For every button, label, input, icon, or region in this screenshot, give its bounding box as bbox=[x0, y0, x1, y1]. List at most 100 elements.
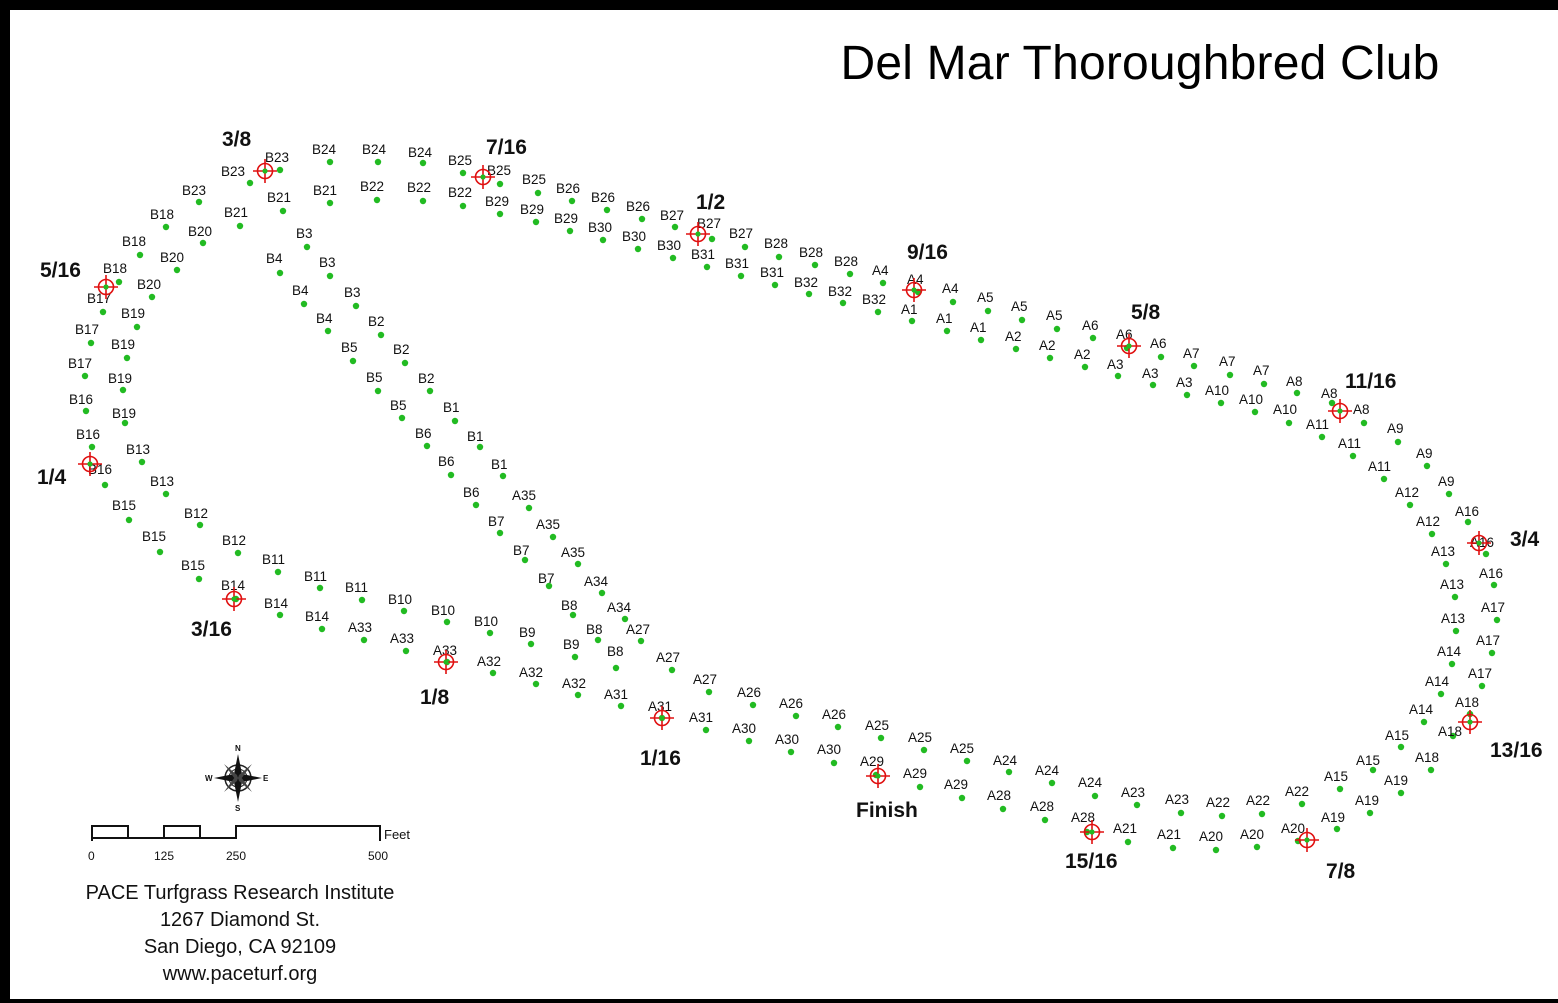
sample-point-dot bbox=[374, 158, 382, 166]
sample-point: A32 bbox=[477, 654, 501, 677]
sample-point-dot bbox=[830, 759, 838, 767]
sample-point: B22 bbox=[360, 179, 384, 204]
sample-point-label: A6 bbox=[1082, 318, 1099, 333]
sample-point: B8 bbox=[561, 598, 578, 619]
sample-point: B24 bbox=[362, 142, 387, 166]
sample-point-dot bbox=[958, 794, 966, 802]
sample-point: B11 bbox=[304, 569, 327, 592]
sample-point-label: A14 bbox=[1409, 702, 1434, 717]
sample-point-dot bbox=[532, 680, 540, 688]
sample-point-dot bbox=[916, 783, 924, 791]
sample-point-label: A22 bbox=[1285, 784, 1309, 799]
sample-point: A2 bbox=[1074, 347, 1091, 371]
sample-point: B5 bbox=[341, 340, 358, 365]
sample-point: B19 bbox=[112, 406, 136, 427]
sample-point-dot bbox=[279, 207, 287, 215]
sample-point: A19 bbox=[1321, 810, 1345, 833]
sample-point-label: B5 bbox=[390, 398, 407, 413]
sample-point-dot bbox=[1190, 362, 1198, 370]
sample-point-dot bbox=[352, 302, 360, 310]
sample-point-label: A8 bbox=[1286, 374, 1303, 389]
sample-point-dot bbox=[708, 235, 716, 243]
credit-web[interactable]: www.paceturf.org bbox=[162, 963, 318, 985]
sample-point-label: A6 bbox=[1150, 336, 1167, 351]
sample-point: A29 bbox=[903, 766, 927, 791]
sample-point: A26 bbox=[737, 685, 761, 709]
sample-point: A26 bbox=[779, 696, 803, 720]
sample-point-label: A20 bbox=[1281, 821, 1305, 836]
sample-point-label: A17 bbox=[1481, 600, 1505, 615]
sample-point-dot bbox=[236, 222, 244, 230]
furlong-marker: 5/8 bbox=[1117, 301, 1161, 358]
sample-point-dot bbox=[879, 279, 887, 287]
sample-point: A10 bbox=[1239, 392, 1263, 416]
sample-point-dot bbox=[1018, 316, 1026, 324]
furlong-marker: 3/8 bbox=[222, 128, 277, 183]
sample-point-dot bbox=[426, 387, 434, 395]
sample-point-dot bbox=[1012, 345, 1020, 353]
sample-point-dot bbox=[1349, 452, 1357, 460]
sample-point-label: A26 bbox=[822, 707, 846, 722]
sample-point-dot bbox=[874, 308, 882, 316]
sample-point-label: A13 bbox=[1440, 577, 1464, 592]
sample-point-dot bbox=[1449, 732, 1457, 740]
furlong-marker: 11/16 bbox=[1328, 370, 1396, 423]
sample-point-dot bbox=[1091, 792, 1099, 800]
sample-point-label: A24 bbox=[993, 753, 1018, 768]
sample-point-label: B27 bbox=[697, 216, 721, 231]
credit-block: PACE Turfgrass Research Institute 1267 D… bbox=[40, 880, 440, 988]
sample-point-dot bbox=[398, 414, 406, 422]
sample-point-label: A9 bbox=[1416, 446, 1433, 461]
sample-point: B15 bbox=[142, 529, 166, 556]
sample-point-dot bbox=[963, 757, 971, 765]
sample-point-label: B22 bbox=[360, 179, 384, 194]
sample-point-label: A15 bbox=[1324, 769, 1348, 784]
sample-point: B10 bbox=[431, 603, 455, 626]
sample-point: A31 bbox=[604, 687, 628, 710]
sample-point-label: A3 bbox=[1107, 357, 1124, 372]
sample-point: A5 bbox=[1046, 308, 1063, 333]
sample-point: B32 bbox=[828, 284, 852, 307]
sample-point-label: B7 bbox=[538, 571, 555, 586]
sample-point-dot bbox=[374, 387, 382, 395]
sample-point: B4 bbox=[292, 283, 309, 308]
sample-point-dot bbox=[136, 251, 144, 259]
furlong-label: 7/16 bbox=[486, 136, 527, 159]
sample-point-label: A12 bbox=[1395, 485, 1419, 500]
sample-point-label: B2 bbox=[393, 342, 410, 357]
credit-org: PACE Turfgrass Research Institute bbox=[85, 882, 395, 904]
sample-point: A33 bbox=[348, 620, 372, 644]
sample-point-dot bbox=[276, 269, 284, 277]
sample-point-label: A28 bbox=[987, 788, 1011, 803]
compass-e: E bbox=[263, 774, 269, 783]
sample-point-label: B19 bbox=[108, 371, 132, 386]
sample-point: A9 bbox=[1387, 421, 1404, 446]
sample-point: A14 bbox=[1425, 674, 1450, 698]
furlong-marker: 5/16 bbox=[40, 259, 118, 299]
sample-point-label: B6 bbox=[415, 426, 432, 441]
sample-point-dot bbox=[88, 443, 96, 451]
sample-point-dot bbox=[621, 615, 629, 623]
sample-point-label: A1 bbox=[936, 311, 953, 326]
sample-point: B24 bbox=[312, 142, 337, 166]
sample-point-dot bbox=[741, 243, 749, 251]
sample-point-label: B27 bbox=[729, 226, 753, 241]
furlong-marker: 1/8 bbox=[420, 650, 458, 709]
sample-point: B16 bbox=[88, 462, 112, 489]
sample-point: A24 bbox=[1078, 775, 1103, 800]
furlong-label: 3/4 bbox=[1510, 528, 1540, 551]
sample-point-label: B16 bbox=[76, 427, 100, 442]
sample-point: B25 bbox=[487, 163, 511, 188]
sample-point-dot bbox=[195, 198, 203, 206]
sample-point-dot bbox=[637, 637, 645, 645]
sample-point-label: B3 bbox=[319, 255, 336, 270]
sample-point-dot bbox=[839, 299, 847, 307]
sample-point: B25 bbox=[448, 153, 472, 177]
sample-point-label: B20 bbox=[160, 250, 184, 265]
sample-point: B1 bbox=[491, 457, 508, 480]
sample-point-dot bbox=[1251, 408, 1259, 416]
sample-point-label: A18 bbox=[1438, 724, 1462, 739]
sample-point-dot bbox=[162, 223, 170, 231]
sample-point: A23 bbox=[1165, 792, 1189, 817]
